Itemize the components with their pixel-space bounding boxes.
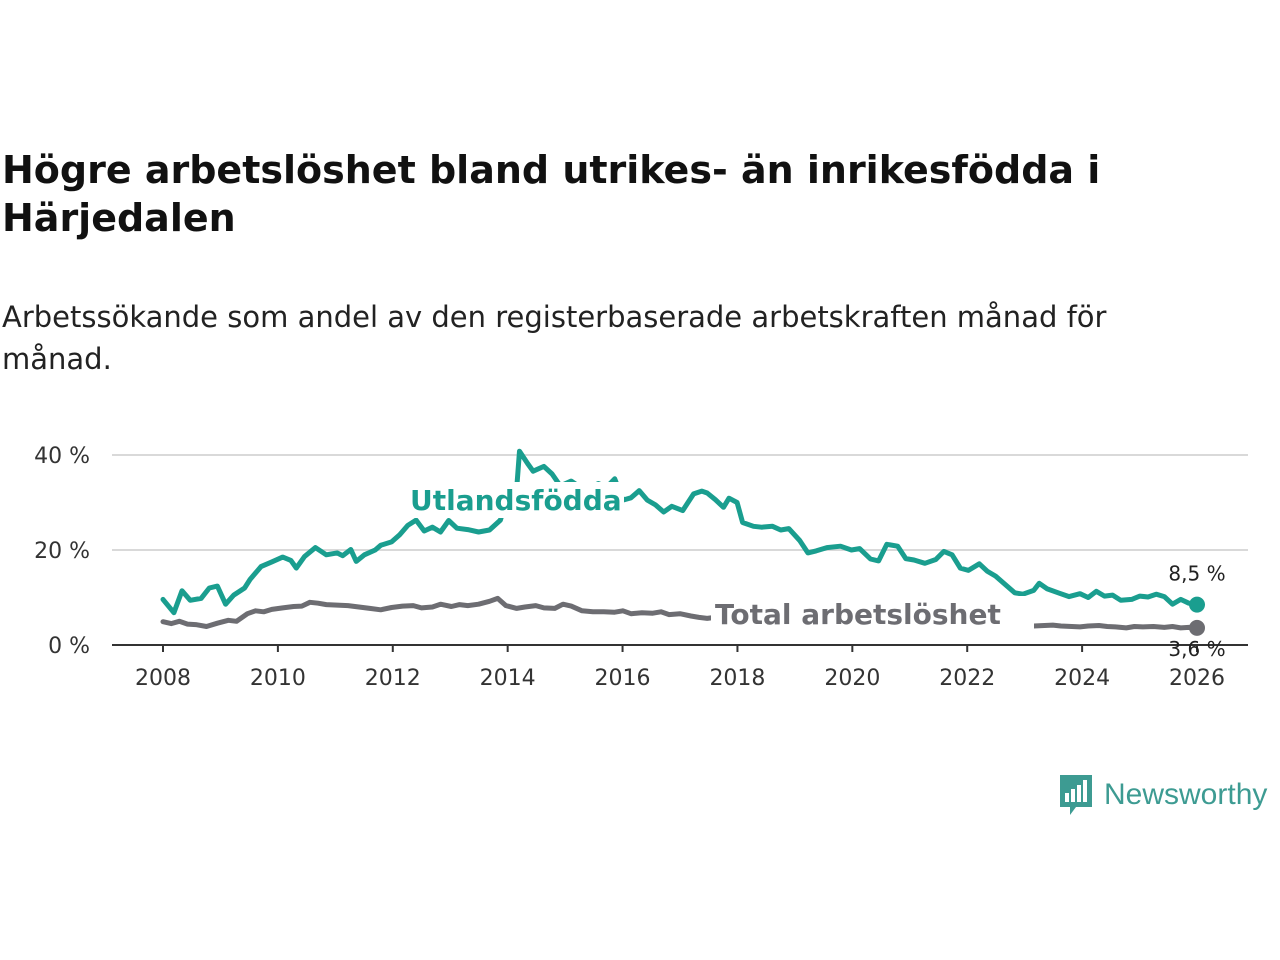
y-tick-label: 20 %: [34, 539, 90, 564]
x-tick-label: 2022: [939, 666, 995, 691]
y-axis: 0 % 20 % 40 %: [34, 444, 90, 659]
series-line-utlandsfodda: [160, 448, 1200, 616]
end-point: [1189, 619, 1205, 636]
end-value-label: 3,6 %: [1168, 637, 1225, 661]
gridlines: [112, 454, 1248, 551]
x-tick-label: 2012: [365, 666, 421, 691]
brand-name: Newsworthy: [1104, 778, 1268, 811]
series-line-total: [160, 595, 1200, 631]
chart-title: Högre arbetslöshet bland utrikes- än inr…: [2, 148, 1101, 240]
bar-chart-speech-bubble-icon: [1060, 775, 1092, 815]
series-label: Utlandsfödda: [410, 484, 622, 517]
x-tick-label: 2016: [595, 666, 651, 691]
series-label-background: [711, 596, 1034, 632]
end-value-label: 8,5 %: [1168, 562, 1225, 586]
x-tick-label: 2024: [1054, 666, 1110, 691]
newsworthy-logo: Newsworthy: [1058, 772, 1267, 818]
x-tick-label: 2008: [135, 666, 191, 691]
y-tick-label: 40 %: [34, 444, 90, 469]
end-point: [1189, 596, 1205, 613]
y-tick-label: 0 %: [48, 634, 90, 659]
x-tick-label: 2014: [480, 666, 536, 691]
series-label: Total arbetslöshet: [715, 598, 1001, 631]
x-tick-label: 2010: [250, 666, 306, 691]
series-label-background: [406, 482, 624, 518]
line-chart: 0 % 20 % 40 % 2008 2010 2012 2014 2016 2018 2020…: [34, 444, 1248, 691]
x-axis: 2008 2010 2012 2014 2016 2018 2020 2022 2024 2026: [112, 644, 1248, 691]
x-tick-label: 2020: [824, 666, 880, 691]
x-tick-label: 2018: [709, 666, 765, 691]
x-tick-label: 2026: [1169, 666, 1225, 691]
chart-subtitle: Arbetssökande som andel av den registerb…: [2, 300, 1107, 376]
series-lines: [160, 448, 1205, 636]
series-labels: 3,6 % 8,5 % Utlandsfödda Total arbetslöshet: [406, 482, 1226, 661]
